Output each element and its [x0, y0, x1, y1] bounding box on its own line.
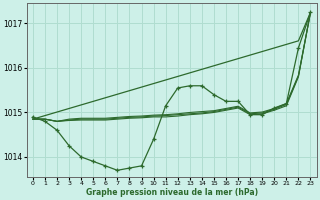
X-axis label: Graphe pression niveau de la mer (hPa): Graphe pression niveau de la mer (hPa) — [86, 188, 258, 197]
